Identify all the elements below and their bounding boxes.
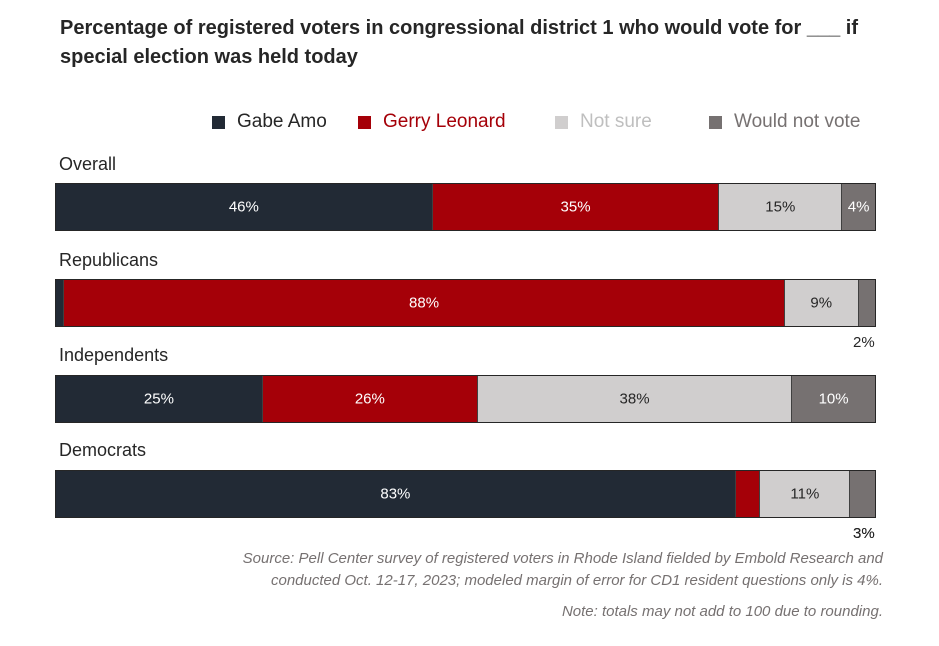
bar-segment-independents-gabe-amo: 25% bbox=[56, 376, 263, 422]
bar-segment-republicans-gabe-amo bbox=[56, 280, 65, 326]
data-label: 38% bbox=[619, 390, 650, 408]
bar-overall: 46% 35% 15% 4% bbox=[55, 183, 876, 231]
data-label: 10% bbox=[818, 390, 849, 408]
bar-segment-republicans-not-sure: 9% bbox=[784, 280, 859, 326]
bar-segment-independents-not-sure: 38% bbox=[477, 376, 793, 422]
legend-label: Gerry Leonard bbox=[383, 111, 506, 132]
category-label-republicans: Republicans bbox=[59, 250, 159, 270]
category-label-independents: Independents bbox=[59, 345, 169, 365]
data-label: 3% bbox=[853, 525, 875, 542]
bar-segment-democrats-gerry-leonard bbox=[735, 471, 761, 517]
bar-segment-democrats-not-sure: 11% bbox=[760, 471, 851, 517]
legend-item-would-not-vote: Would not vote bbox=[709, 110, 860, 134]
bar-segment-republicans-gerry-leonard: 88% bbox=[64, 280, 785, 326]
category-label-democrats: Democrats bbox=[59, 440, 147, 460]
source-line-2: conducted Oct. 12-17, 2023; modeled marg… bbox=[271, 572, 883, 589]
data-label: 9% bbox=[810, 294, 833, 312]
chart-title: Percentage of registered voters in congr… bbox=[60, 17, 858, 68]
data-label: 3% bbox=[853, 525, 875, 542]
bar-segment-republicans-would-not-vote bbox=[858, 280, 875, 326]
source-text: Source: Pell Center survey of registered… bbox=[243, 548, 883, 592]
data-label: 15% bbox=[765, 198, 796, 216]
bar-segment-democrats-gabe-amo: 83% bbox=[56, 471, 736, 517]
data-label: 2% bbox=[853, 334, 875, 351]
legend-label: Would not vote bbox=[734, 111, 861, 132]
data-label: 83% bbox=[380, 485, 411, 503]
bar-independents: 25% 26% 38% 10% bbox=[55, 375, 876, 423]
data-label: 25% bbox=[143, 390, 174, 408]
bar-segment-overall-gerry-leonard: 35% bbox=[432, 184, 720, 230]
bar-segment-independents-would-not-vote: 10% bbox=[792, 376, 875, 422]
legend-label: Gabe Amo bbox=[237, 111, 327, 132]
legend-swatch bbox=[358, 115, 371, 129]
legend-swatch bbox=[555, 115, 568, 129]
data-label: 26% bbox=[354, 390, 385, 408]
legend-item-gabe-amo: Gabe Amo bbox=[212, 110, 327, 134]
bar-segment-independents-gerry-leonard: 26% bbox=[262, 376, 478, 422]
data-label: 88% bbox=[409, 294, 440, 312]
data-label: 11% bbox=[790, 485, 820, 503]
bar-republicans: 88% 9% bbox=[55, 279, 876, 327]
data-label: 4% bbox=[847, 198, 870, 216]
bar-segment-overall-not-sure: 15% bbox=[719, 184, 843, 230]
data-label: 35% bbox=[560, 198, 591, 216]
legend-item-gerry-leonard: Gerry Leonard bbox=[358, 110, 506, 134]
bar-segment-overall-would-not-vote: 4% bbox=[842, 184, 875, 230]
note-text: Note: totals may not add to 100 due to r… bbox=[561, 603, 883, 620]
legend-label: Not sure bbox=[580, 111, 652, 132]
legend-swatch bbox=[709, 115, 722, 129]
legend-item-not-sure: Not sure bbox=[555, 110, 652, 134]
bar-segment-overall-gabe-amo: 46% bbox=[56, 184, 433, 230]
bar-segment-democrats-would-not-vote bbox=[850, 471, 875, 517]
data-label: 46% bbox=[228, 198, 259, 216]
bar-democrats: 83% 11% bbox=[55, 470, 876, 518]
category-label-overall: Overall bbox=[59, 154, 117, 174]
legend-swatch bbox=[212, 115, 225, 129]
source-line-1: Source: Pell Center survey of registered… bbox=[242, 550, 883, 567]
